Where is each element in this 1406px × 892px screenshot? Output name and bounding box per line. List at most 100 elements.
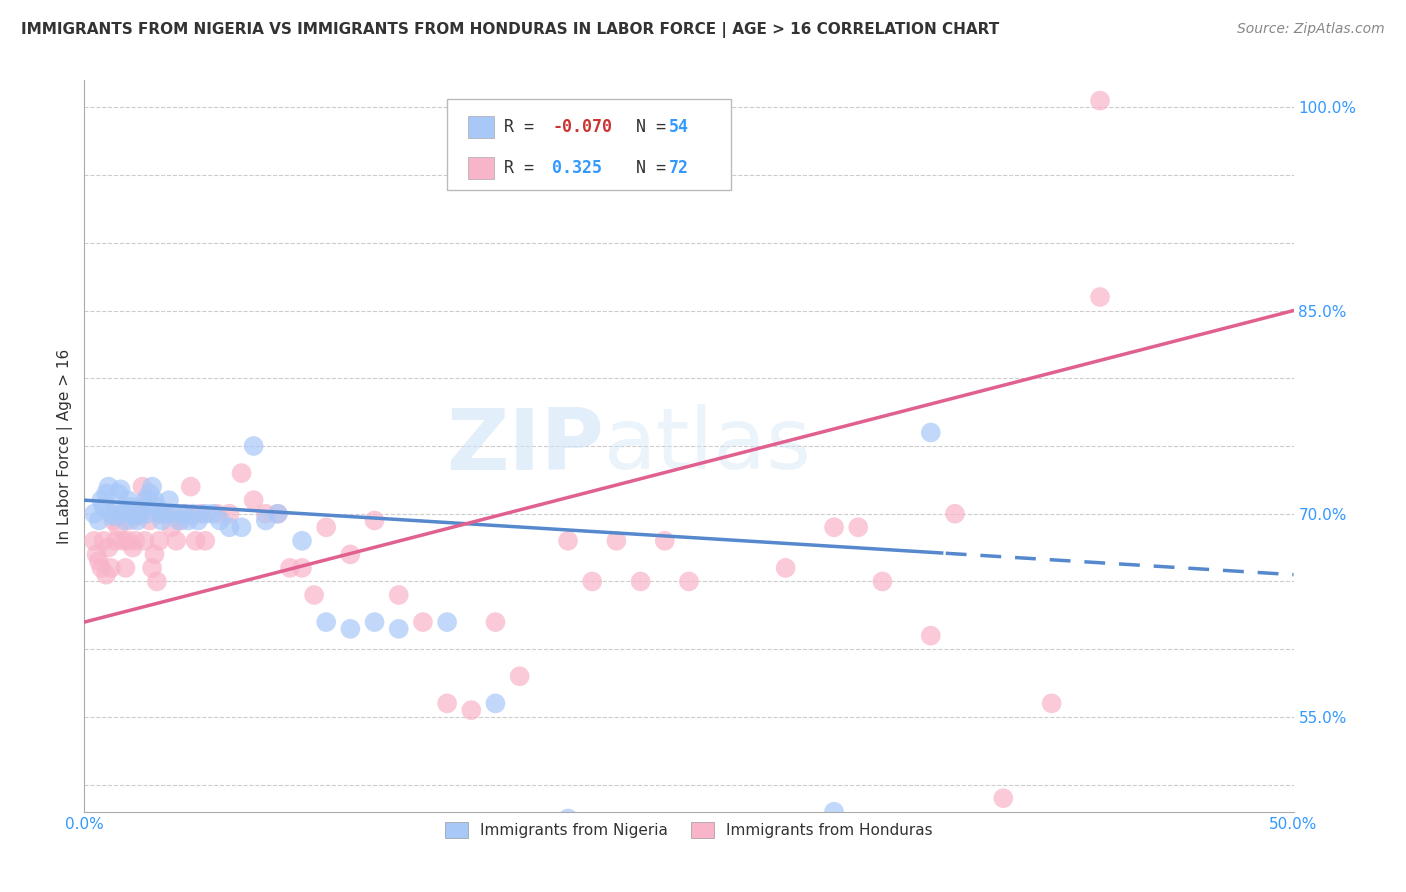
Point: [484, 615, 506, 629]
Y-axis label: In Labor Force | Age > 16: In Labor Force | Age > 16: [58, 349, 73, 543]
Point: [993, 791, 1015, 805]
Point: [90, 493, 112, 508]
Point: [87, 514, 110, 528]
Point: [460, 703, 482, 717]
Point: [121, 507, 143, 521]
Point: [141, 561, 163, 575]
Point: [83, 507, 105, 521]
Point: [104, 533, 127, 548]
FancyBboxPatch shape: [468, 157, 495, 178]
Point: [165, 533, 187, 548]
Point: [114, 514, 136, 528]
Point: [112, 533, 135, 548]
Point: [117, 533, 139, 548]
Point: [1088, 290, 1111, 304]
Point: [943, 507, 966, 521]
Point: [339, 622, 361, 636]
Point: [93, 533, 115, 548]
Point: [412, 615, 434, 629]
Text: R =: R =: [503, 119, 544, 136]
Point: [291, 561, 314, 575]
Point: [291, 533, 314, 548]
Point: [157, 493, 180, 508]
Point: [920, 629, 942, 643]
Point: [194, 507, 217, 521]
Point: [654, 533, 676, 548]
Point: [138, 514, 160, 528]
Point: [363, 615, 385, 629]
Point: [218, 507, 240, 521]
Point: [117, 493, 139, 508]
Point: [315, 520, 337, 534]
Point: [127, 514, 149, 528]
Point: [94, 567, 117, 582]
Point: [173, 507, 195, 521]
Point: [150, 514, 173, 528]
Point: [180, 480, 202, 494]
Point: [143, 493, 166, 508]
Point: [363, 514, 385, 528]
Point: [87, 554, 110, 568]
Point: [136, 507, 159, 521]
Point: [254, 514, 277, 528]
Point: [581, 574, 603, 589]
Point: [184, 533, 207, 548]
Point: [94, 486, 117, 500]
Point: [678, 574, 700, 589]
Text: N =: N =: [616, 119, 676, 136]
Point: [605, 533, 627, 548]
Point: [148, 507, 170, 521]
Point: [174, 507, 197, 521]
Point: [97, 541, 120, 555]
Point: [97, 480, 120, 494]
Point: [775, 561, 797, 575]
Text: IMMIGRANTS FROM NIGERIA VS IMMIGRANTS FROM HONDURAS IN LABOR FORCE | AGE > 16 CO: IMMIGRANTS FROM NIGERIA VS IMMIGRANTS FR…: [21, 22, 1000, 38]
Point: [146, 500, 169, 514]
Point: [129, 507, 152, 521]
Point: [846, 520, 869, 534]
Point: [177, 514, 200, 528]
Point: [231, 466, 253, 480]
Text: -0.070: -0.070: [553, 119, 612, 136]
Point: [124, 533, 146, 548]
Text: R =: R =: [503, 159, 544, 177]
Text: 72: 72: [668, 159, 689, 177]
Point: [148, 533, 170, 548]
Point: [83, 533, 105, 548]
Point: [254, 507, 277, 521]
Text: Source: ZipAtlas.com: Source: ZipAtlas.com: [1237, 22, 1385, 37]
Point: [208, 514, 231, 528]
Point: [231, 520, 253, 534]
Point: [181, 507, 204, 521]
Point: [143, 547, 166, 561]
Point: [93, 500, 115, 514]
Point: [170, 514, 193, 528]
Text: 54: 54: [668, 119, 689, 136]
Point: [436, 697, 458, 711]
Point: [388, 588, 411, 602]
Point: [150, 507, 173, 521]
Point: [107, 486, 129, 500]
Point: [90, 561, 112, 575]
Point: [153, 507, 176, 521]
Point: [557, 533, 579, 548]
Point: [509, 669, 531, 683]
Point: [110, 507, 132, 521]
Point: [138, 486, 160, 500]
Point: [100, 507, 122, 521]
Point: [630, 574, 652, 589]
Point: [155, 507, 177, 521]
Point: [134, 533, 156, 548]
Point: [136, 493, 159, 508]
Point: [163, 507, 186, 521]
Point: [127, 507, 149, 521]
Point: [131, 500, 153, 514]
Point: [103, 509, 125, 524]
Point: [103, 514, 125, 528]
Point: [1088, 94, 1111, 108]
Point: [160, 520, 183, 534]
Point: [167, 514, 190, 528]
Text: 0.325: 0.325: [553, 159, 602, 177]
Point: [187, 514, 209, 528]
Point: [201, 507, 224, 521]
